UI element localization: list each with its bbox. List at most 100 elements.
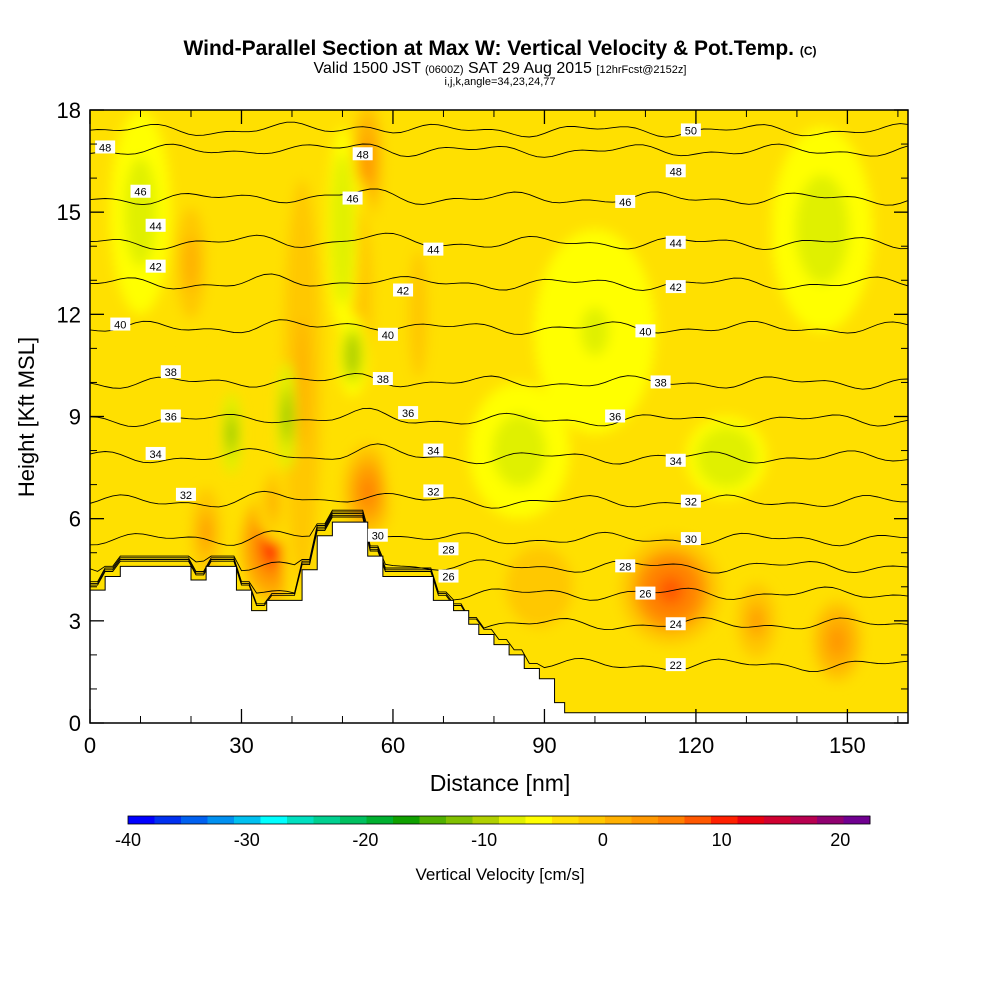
velocity-cell	[468, 382, 570, 519]
theta-label-text: 36	[165, 412, 177, 424]
colorbar-swatch	[817, 816, 844, 824]
theta-label-44: 44	[145, 218, 166, 233]
velocity-contour-band	[810, 205, 835, 254]
theta-label-48: 48	[665, 164, 686, 178]
isentrope-28	[90, 511, 908, 574]
theta-label-box	[680, 532, 701, 546]
isentrope-24	[90, 514, 908, 631]
y-tick-label: 3	[69, 609, 81, 634]
velocity-contour-band	[338, 205, 347, 254]
isentrope-42	[90, 273, 908, 291]
isentrope-38	[90, 372, 908, 390]
chart-subtitle: Valid 1500 JST (0600Z) SAT 29 Aug 2015 […	[0, 60, 1000, 78]
velocity-contour-band	[229, 423, 234, 444]
theta-label-48: 48	[95, 140, 116, 154]
isentrope-30	[90, 509, 908, 547]
colorbar-swatch	[207, 816, 235, 824]
colorbar-swatch	[843, 816, 871, 824]
velocity-contour-band	[202, 521, 210, 543]
y-tick-label: 9	[69, 405, 81, 430]
theta-label-text: 26	[639, 589, 651, 601]
colorbar-swatch	[446, 816, 473, 824]
theta-label-44: 44	[423, 242, 444, 257]
colorbar-tick-label: 20	[830, 830, 850, 850]
colorbar-swatch	[737, 816, 765, 824]
velocity-cell	[620, 535, 722, 645]
potential-temperature-contours	[90, 121, 908, 673]
theta-label-box	[372, 372, 393, 386]
terrain-mask	[89, 521, 909, 724]
isentrope-50	[90, 121, 908, 138]
colorbar-swatch	[287, 816, 314, 824]
velocity-contour-band	[507, 434, 532, 467]
theta-label-box	[95, 140, 116, 154]
theta-label-36: 36	[398, 406, 419, 420]
theta-label-text: 34	[150, 449, 162, 461]
colorbar-label: Vertical Velocity [cm/s]	[415, 865, 584, 884]
velocity-contour-band	[751, 612, 762, 630]
isentrope-32	[90, 490, 908, 509]
theta-label-text: 48	[670, 166, 682, 178]
isentrope-40	[90, 319, 908, 335]
theta-label-24: 24	[665, 617, 686, 631]
velocity-contour-band	[716, 447, 736, 467]
velocity-cell	[327, 127, 358, 332]
isentrope-46	[90, 188, 908, 206]
isentrope-26	[90, 513, 908, 601]
velocity-cell	[221, 392, 242, 475]
chart-title: Wind-Parallel Section at Max W: Vertical…	[0, 37, 1000, 61]
colorbar-tick-label: -10	[471, 830, 497, 850]
theta-label-text: 44	[670, 238, 682, 250]
theta-label-36: 36	[160, 409, 181, 424]
colorbar-swatch	[340, 816, 367, 824]
theta-label-box	[160, 409, 181, 423]
theta-label-box	[650, 375, 671, 389]
theta-label-box	[352, 147, 373, 161]
theta-label-text: 40	[382, 330, 394, 342]
theta-label-box	[665, 235, 686, 249]
theta-label-46: 46	[130, 184, 151, 199]
theta-label-text: 48	[99, 142, 111, 154]
theta-label-text: 38	[654, 377, 666, 389]
theta-label-text: 30	[685, 534, 697, 546]
theta-label-text: 50	[685, 125, 697, 137]
theta-label-text: 28	[442, 544, 454, 556]
theta-label-34: 34	[423, 443, 444, 458]
theta-label-text: 38	[165, 367, 177, 379]
colorbar-swatch	[472, 816, 500, 824]
velocity-cell	[812, 600, 863, 683]
colorbar: -40 -30 -20 -10 0 10 20	[115, 815, 871, 850]
colorbar-tick-label: -20	[352, 830, 378, 850]
theta-label-38: 38	[372, 372, 393, 386]
theta-label-box	[145, 259, 166, 273]
theta-label-text: 32	[427, 486, 439, 498]
theta-label-text: 44	[150, 221, 162, 233]
theta-label-38: 38	[650, 375, 671, 389]
theta-label-text: 46	[134, 187, 146, 199]
theta-label-box	[615, 559, 636, 573]
contour-labels: 50 48 48 48 46 46 46 44 44 44 42 42 42 40 40 40 38 38 38 36…	[95, 123, 701, 672]
theta-label-text: 40	[639, 326, 651, 338]
theta-label-36: 36	[605, 409, 626, 424]
velocity-cell	[534, 229, 656, 434]
theta-label-text: 48	[357, 149, 369, 161]
theta-label-text: 42	[670, 282, 682, 294]
title-main: Wind-Parallel Section at Max W: Vertical…	[183, 37, 794, 60]
theta-label-text: 26	[442, 572, 454, 584]
theta-label-30: 30	[680, 532, 701, 546]
theta-label-box	[665, 617, 686, 631]
theta-label-text: 46	[346, 194, 358, 206]
theta-label-32: 32	[175, 487, 196, 502]
colorbar-swatch	[764, 816, 791, 824]
theta-label-box	[423, 484, 444, 498]
theta-label-box	[680, 494, 701, 508]
colorbar-swatch	[366, 816, 394, 824]
colorbar-tick-label: 10	[712, 830, 732, 850]
theta-label-46: 46	[615, 194, 636, 209]
theta-label-26: 26	[635, 586, 656, 601]
velocity-contour-band	[580, 307, 610, 356]
valid-utc: (0600Z)	[425, 64, 464, 76]
theta-label-text: 46	[619, 197, 631, 209]
theta-label-box	[110, 317, 131, 331]
